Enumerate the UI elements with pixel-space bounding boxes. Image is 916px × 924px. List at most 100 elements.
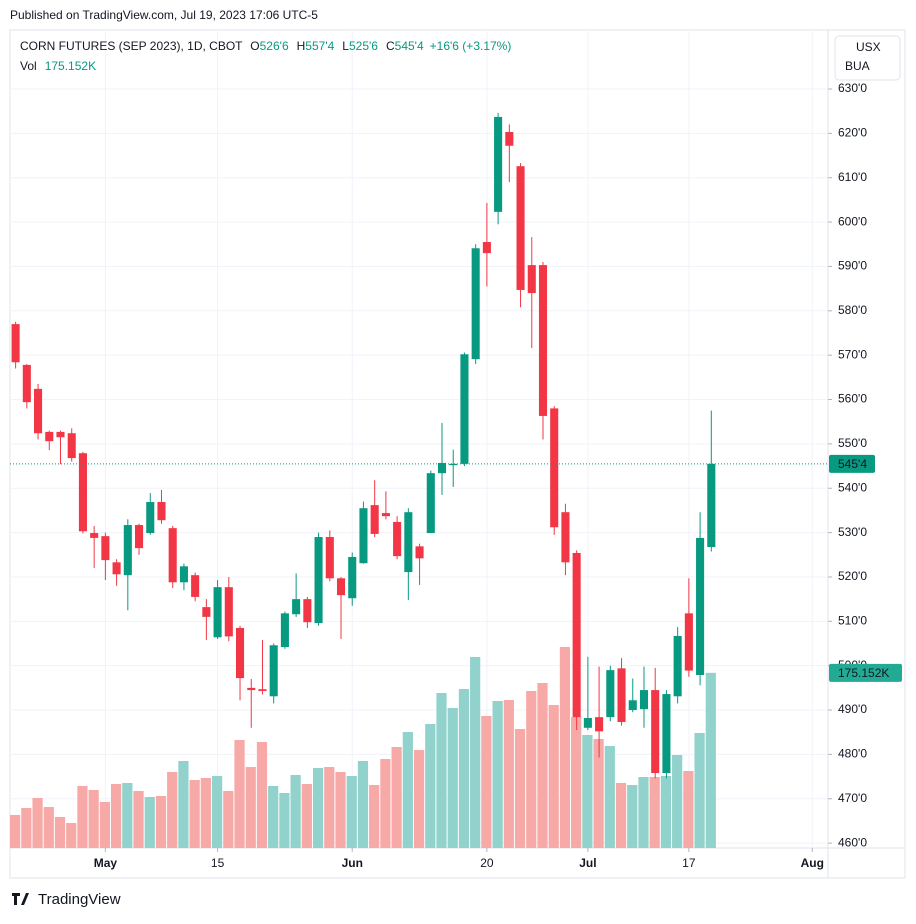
candle-body [572, 553, 581, 718]
y-tick-label: 550'0 [838, 436, 867, 450]
candle-body [34, 388, 43, 434]
candle-body [494, 116, 503, 212]
x-tick-label: 15 [211, 856, 225, 870]
last-volume-tag [829, 663, 902, 682]
candle-body [404, 512, 413, 573]
currency-box[interactable] [834, 35, 901, 81]
legend-part: L [342, 39, 349, 53]
x-tick-label: 17 [682, 856, 696, 870]
volume-bar [548, 705, 559, 848]
volume-bar [211, 776, 223, 848]
y-tick-label: 470'0 [838, 791, 867, 805]
last-volume-label: 175.152K [838, 666, 889, 680]
volume-bar [593, 739, 604, 848]
volume-bar [301, 784, 312, 848]
candle-body [179, 566, 188, 583]
candle-body [292, 599, 301, 615]
candle-body [662, 694, 671, 774]
candle-body [460, 354, 469, 464]
volume-bar [99, 802, 110, 848]
last-price-label: 545'4 [838, 457, 867, 471]
candle-body [561, 512, 570, 563]
y-tick-label: 560'0 [838, 392, 867, 406]
y-tick-label: 590'0 [838, 259, 867, 273]
y-tick-label: 600'0 [838, 214, 867, 228]
volume-bar [369, 785, 380, 848]
candle-body [437, 462, 447, 474]
volume-bar [144, 797, 155, 848]
last-price-tag [829, 454, 875, 473]
candle-body [651, 690, 660, 774]
volume-bar [559, 647, 571, 848]
candle-body [348, 556, 357, 599]
volume-bar [21, 808, 32, 848]
candle-layer [11, 112, 716, 779]
volume-bar [660, 776, 672, 848]
candle-body [146, 501, 155, 534]
legend-part: Vol [20, 59, 37, 73]
candle-body [415, 546, 424, 559]
y-tick-label: 460'0 [838, 835, 867, 849]
volume-bar [178, 761, 189, 848]
candle-body [595, 717, 604, 732]
candle-body [393, 521, 402, 557]
candle-body [370, 505, 379, 534]
candle-body [280, 613, 289, 648]
volume-bar [200, 778, 211, 848]
candle-body [269, 645, 278, 697]
y-tick-label: 520'0 [838, 569, 867, 583]
y-tick-label: 630'0 [838, 81, 867, 95]
candle-body [247, 687, 256, 691]
candle-body [516, 166, 525, 290]
currency: USX [856, 40, 881, 54]
candle-body [314, 537, 323, 624]
volume-bar [77, 786, 88, 848]
candle-body [359, 508, 368, 564]
candle-body [505, 132, 514, 146]
legend-volume: Vol 175.152K [20, 59, 96, 73]
volume-bar [234, 740, 245, 848]
candle-body [56, 431, 65, 438]
volume-bar [705, 672, 716, 848]
candle-body [78, 453, 87, 532]
candle-body [45, 431, 54, 442]
volume-bar [649, 777, 660, 848]
volume-bar [167, 772, 178, 848]
y-tick-label: 540'0 [838, 480, 867, 494]
candle-body [684, 613, 693, 671]
candle-body [482, 242, 491, 254]
volume-bar [447, 708, 458, 848]
volume-bar [503, 700, 514, 848]
volume-bar [357, 761, 369, 848]
candle-body [696, 537, 705, 675]
candle-body [213, 587, 222, 638]
y-tick-label: 530'0 [838, 525, 867, 539]
y-tick-label: 480'0 [838, 747, 867, 761]
candle-body [303, 599, 312, 623]
legend-part: 545'4 [395, 39, 424, 53]
x-tick-label: May [94, 856, 118, 870]
volume-bar [391, 747, 402, 848]
volume-bar [335, 772, 346, 848]
volume-bar [413, 750, 425, 848]
volume-bar [514, 729, 526, 848]
x-tick-label: Jul [579, 856, 596, 870]
legend-part: 557'4 [305, 39, 334, 53]
candle-body [168, 528, 177, 583]
y-tick-label: 570'0 [838, 347, 867, 361]
candle-body [101, 536, 110, 561]
volume-bar [189, 780, 200, 848]
volume-bar [88, 790, 99, 848]
volume-bar [312, 768, 324, 848]
candle-body [673, 635, 682, 697]
volume-bar [110, 784, 122, 848]
volume-bar [672, 755, 683, 848]
volume-bar [346, 776, 357, 848]
candle-body [471, 248, 480, 360]
volume-bar [133, 791, 144, 848]
y-tick-label: 580'0 [838, 303, 867, 317]
volume-bar [155, 796, 167, 848]
candle-body [22, 364, 31, 403]
candle-body [325, 537, 334, 579]
